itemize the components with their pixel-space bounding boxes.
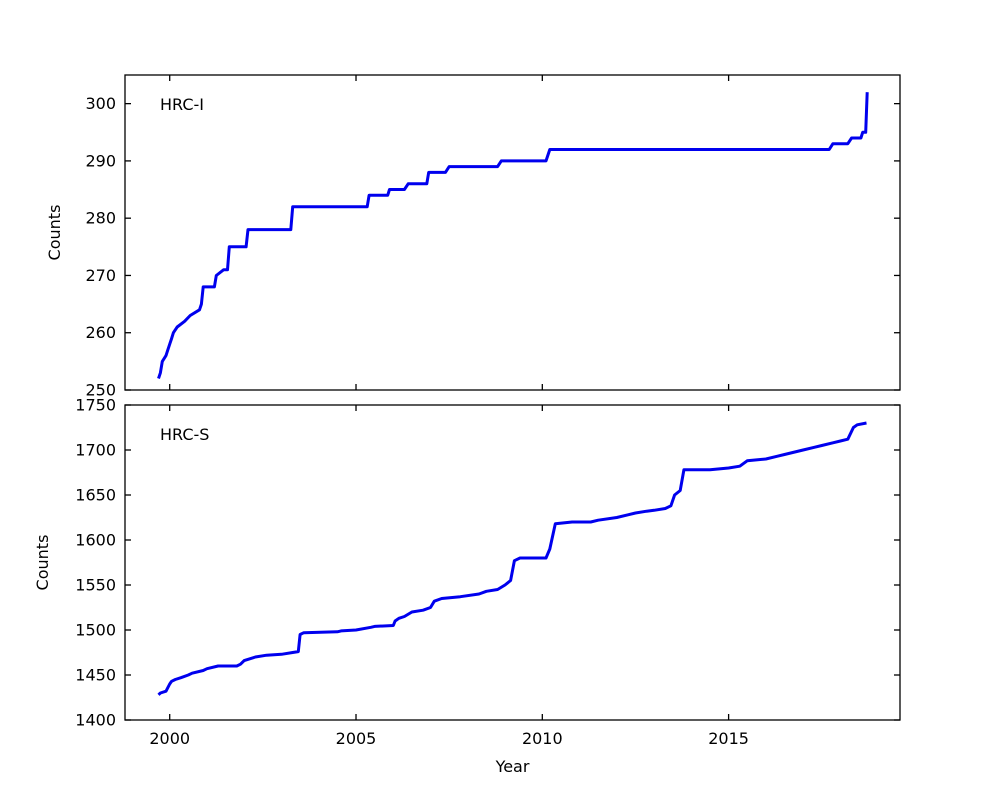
y-axis-tick-label: 1600 — [75, 531, 116, 550]
x-axis-tick-label: 2010 — [522, 729, 563, 748]
y-axis-tick-label: 280 — [85, 209, 116, 228]
y-axis-tick-label: 250 — [85, 381, 116, 400]
x-axis-tick-label: 2015 — [708, 729, 749, 748]
panel-hrc-s: 2000 2005 2010 2015 1400 1450 1500 1550 1600 1650… — [33, 396, 901, 776]
y-axis-tick-label: 290 — [85, 151, 116, 170]
data-line-hrc-i — [157, 92, 869, 379]
y-axis-label: Counts — [33, 535, 52, 591]
y-axis-tick-label: 1450 — [75, 666, 116, 685]
panel-hrc-i: 250 260 270 280 290 300 HRC-I Counts — [45, 74, 901, 400]
y-axis-tick-label: 1500 — [75, 621, 116, 640]
data-line-hrc-s — [157, 421, 867, 696]
y-axis-tick-label: 1400 — [75, 711, 116, 730]
y-axis-tick-label: 1750 — [75, 396, 116, 415]
y-axis-tick-label: 270 — [85, 266, 116, 285]
y-axis-tick-label: 1650 — [75, 486, 116, 505]
y-axis-tick-label: 1700 — [75, 441, 116, 460]
x-axis-tick-label: 2000 — [149, 729, 190, 748]
y-axis-tick-label: 300 — [85, 94, 116, 113]
x-axis-label: Year — [495, 757, 530, 776]
axes-frame — [124, 404, 901, 721]
panel-title: HRC-I — [160, 95, 204, 114]
y-axis-tick-label: 1550 — [75, 576, 116, 595]
x-axis-tick-label: 2005 — [336, 729, 377, 748]
y-axis-tick-label: 260 — [85, 323, 116, 342]
axes-frame — [124, 74, 901, 391]
y-axis-label: Counts — [45, 205, 64, 261]
panel-title: HRC-S — [160, 425, 209, 444]
